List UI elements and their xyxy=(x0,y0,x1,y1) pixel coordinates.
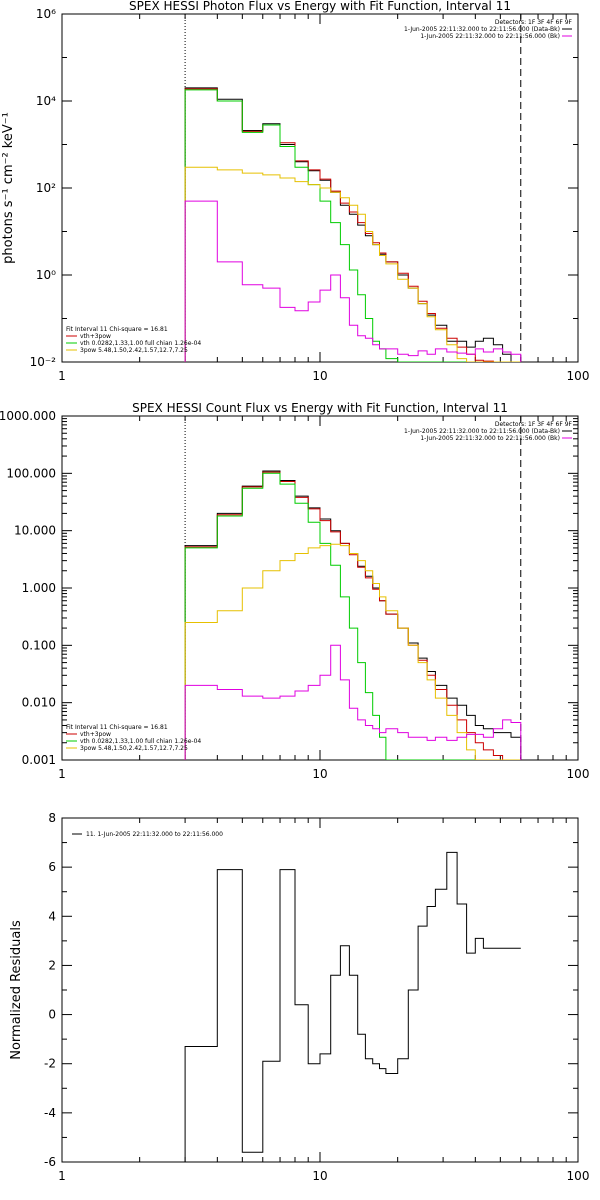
legend-right-text: Detectors: 1F 3F 4F 6F 9F xyxy=(495,19,573,26)
y-tick-label: -4 xyxy=(44,1106,56,1120)
y-tick-label: 10² xyxy=(36,181,56,195)
series-vth-3pow xyxy=(184,471,521,760)
chart-title: SPEX HESSI Photon Flux vs Energy with Fi… xyxy=(129,0,511,13)
legend-right-text: 1-Jun-2005 22:11:32.000 to 22:11:56.000 … xyxy=(404,26,560,33)
legend-left-text: Fit Interval 11 Chi-square = 16.81 xyxy=(66,326,168,333)
y-tick-label: 100.000 xyxy=(6,466,56,480)
y-tick-label: 1.000 xyxy=(22,581,56,595)
legend-left-text: vth 0.0282,1.33,1.00 full chian 1.26e-04 xyxy=(80,340,201,347)
legend-right-text: 1-Jun-2005 22:11:32.000 to 22:11:56.000 … xyxy=(420,33,560,40)
y-tick-label: 1000.000 xyxy=(0,409,56,423)
legend-left-text: 3pow 5.48,1.50,2.42,1.57,12.7,7.25 xyxy=(80,745,188,752)
y-tick-label: 6 xyxy=(48,860,56,874)
y-tick-label: 0.100 xyxy=(22,638,56,652)
legend-left-text: 3pow 5.48,1.50,2.42,1.57,12.7,7.25 xyxy=(80,347,188,354)
y-tick-label: 0.010 xyxy=(22,696,56,710)
series-3pow xyxy=(184,166,521,362)
plot-frame xyxy=(61,415,579,761)
x-tick-label: 10 xyxy=(312,767,327,781)
y-axis-label: Normalized Residuals xyxy=(9,920,24,1060)
series-bk xyxy=(184,200,522,362)
legend-left-text: vth+3pow xyxy=(80,731,111,738)
series-vth xyxy=(184,472,521,760)
x-tick-label: 1 xyxy=(58,369,66,383)
y-tick-label: 10⁰ xyxy=(36,268,56,282)
series-11-1-jun-2005-22-11-32-000-to-22-11-56-000 xyxy=(184,851,521,1162)
y-tick-label: 10.000 xyxy=(14,524,56,538)
y-tick-label: 0.001 xyxy=(22,753,56,767)
chart-panel-1: SPEX HESSI Photon Flux vs Energy with Fi… xyxy=(1,0,589,383)
series-vth-3pow xyxy=(184,88,521,362)
legend-text: 11. 1-Jun-2005 22:11:32.000 to 22:11:56.… xyxy=(86,831,223,838)
series-bk xyxy=(184,644,522,760)
x-tick-label: 10 xyxy=(312,1169,327,1183)
legend-left-text: vth 0.0282,1.33,1.00 full chian 1.26e-04 xyxy=(80,738,201,745)
x-tick-label: 100 xyxy=(567,369,590,383)
legend-left-text: Fit Interval 11 Chi-square = 16.81 xyxy=(66,724,168,731)
legend-right-text: 1-Jun-2005 22:11:32.000 to 22:11:56.000 … xyxy=(420,435,560,442)
x-tick-label: 100 xyxy=(567,767,590,781)
y-tick-label: 10⁶ xyxy=(36,7,56,21)
x-tick-label: 10 xyxy=(312,369,327,383)
y-tick-label: -2 xyxy=(44,1057,56,1071)
y-tick-label: 4 xyxy=(48,909,56,923)
series-data-bk xyxy=(184,87,521,362)
series-vth xyxy=(184,89,521,362)
legend-right-text: 1-Jun-2005 22:11:32.000 to 22:11:56.000 … xyxy=(404,428,560,435)
x-tick-label: 1 xyxy=(58,1169,66,1183)
legend-right-text: Detectors: 1F 3F 4F 6F 9F xyxy=(495,421,573,428)
y-tick-label: 8 xyxy=(48,811,56,825)
y-tick-label: 10⁴ xyxy=(36,94,56,108)
x-tick-label: 1 xyxy=(58,767,66,781)
y-tick-label: 10⁻² xyxy=(30,355,57,369)
y-tick-label: -6 xyxy=(44,1155,56,1169)
series-3pow xyxy=(184,543,521,760)
chart-title: SPEX HESSI Count Flux vs Energy with Fit… xyxy=(132,401,508,415)
y-tick-label: 2 xyxy=(48,958,56,972)
plot-frame xyxy=(61,817,579,1163)
chart-panel-3: 1 10 100 -6 -4 -2 0 2 4 6 8 Normalized Residuals 11.… xyxy=(9,811,589,1183)
x-tick-label: 100 xyxy=(567,1169,590,1183)
legend-left-text: vth+3pow xyxy=(80,333,111,340)
y-tick-label: 0 xyxy=(48,1008,56,1022)
y-axis-label: photons s⁻¹ cm⁻² keV⁻¹ xyxy=(1,112,16,264)
chart-panel-2: SPEX HESSI Count Flux vs Energy with Fit… xyxy=(0,401,589,781)
